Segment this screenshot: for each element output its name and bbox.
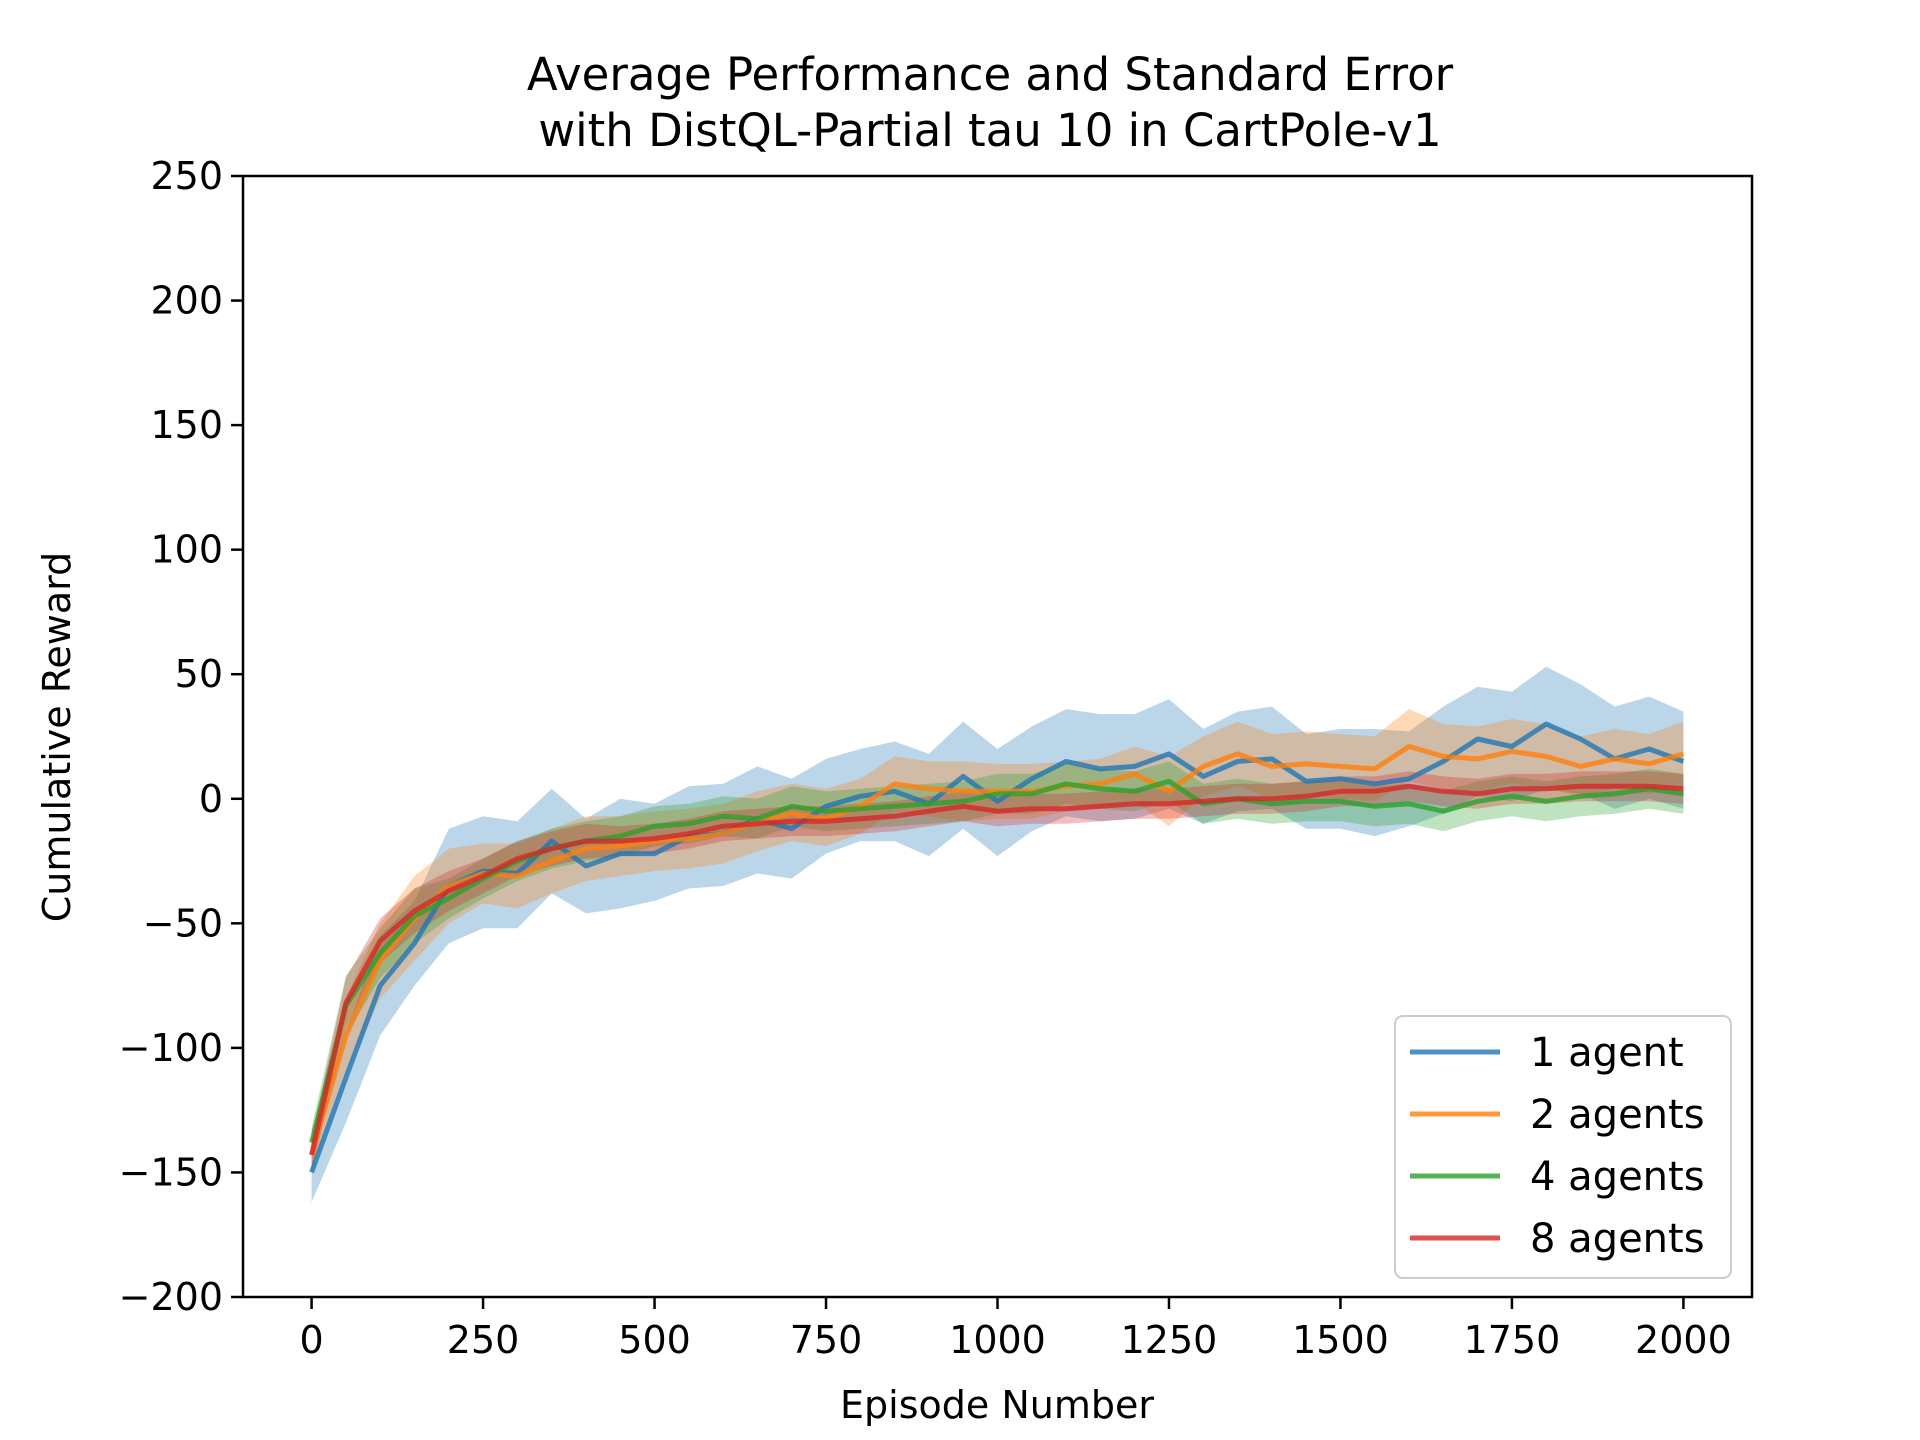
legend-label-2: 2 agents bbox=[1530, 1092, 1705, 1138]
legend-label-4: 8 agents bbox=[1530, 1216, 1705, 1262]
x-tick-label: 250 bbox=[447, 1318, 520, 1362]
y-tick-label: 150 bbox=[150, 403, 223, 447]
y-tick-label: 200 bbox=[150, 279, 223, 323]
x-tick-label: 0 bbox=[299, 1318, 323, 1362]
series-lines bbox=[309, 721, 1685, 1174]
series-line-4 bbox=[309, 783, 1684, 1156]
legend-box bbox=[1394, 1015, 1732, 1279]
chart-title-line-2: with DistQL-Partial tau 10 in CartPole-v… bbox=[538, 104, 1441, 157]
x-tick-label: 1250 bbox=[1121, 1318, 1218, 1362]
x-tick-label: 1750 bbox=[1464, 1318, 1561, 1362]
y-axis-ticks: −200 −150 −100 −50 0 50 100 150 200 250 bbox=[119, 154, 243, 1319]
y-tick-label: 0 bbox=[199, 777, 223, 821]
y-tick-label: 100 bbox=[150, 528, 223, 572]
x-axis-ticks: 0 250 500 750 1000 1250 1500 1750 2000 bbox=[299, 1297, 1732, 1362]
legend-label-1: 1 agent bbox=[1530, 1030, 1684, 1076]
x-tick-label: 750 bbox=[790, 1318, 863, 1362]
y-tick-label: −150 bbox=[119, 1150, 223, 1194]
x-tick-label: 2000 bbox=[1635, 1318, 1732, 1362]
legend: 1 agent 2 agents 4 agents 8 agents bbox=[1394, 1015, 1732, 1279]
x-tick-label: 1000 bbox=[949, 1318, 1046, 1362]
x-tick-label: 500 bbox=[618, 1318, 691, 1362]
chart-title-line-1: Average Performance and Standard Error bbox=[527, 48, 1454, 101]
y-tick-label: −100 bbox=[119, 1026, 223, 1070]
y-tick-label: 250 bbox=[150, 154, 223, 198]
x-axis-label: Episode Number bbox=[840, 1383, 1154, 1427]
y-tick-label: −50 bbox=[143, 901, 223, 945]
x-tick-label: 1500 bbox=[1292, 1318, 1389, 1362]
y-tick-label: −200 bbox=[119, 1275, 223, 1319]
y-axis-label: Cumulative Reward bbox=[35, 552, 79, 922]
legend-label-3: 4 agents bbox=[1530, 1154, 1705, 1200]
y-tick-label: 50 bbox=[175, 652, 223, 696]
